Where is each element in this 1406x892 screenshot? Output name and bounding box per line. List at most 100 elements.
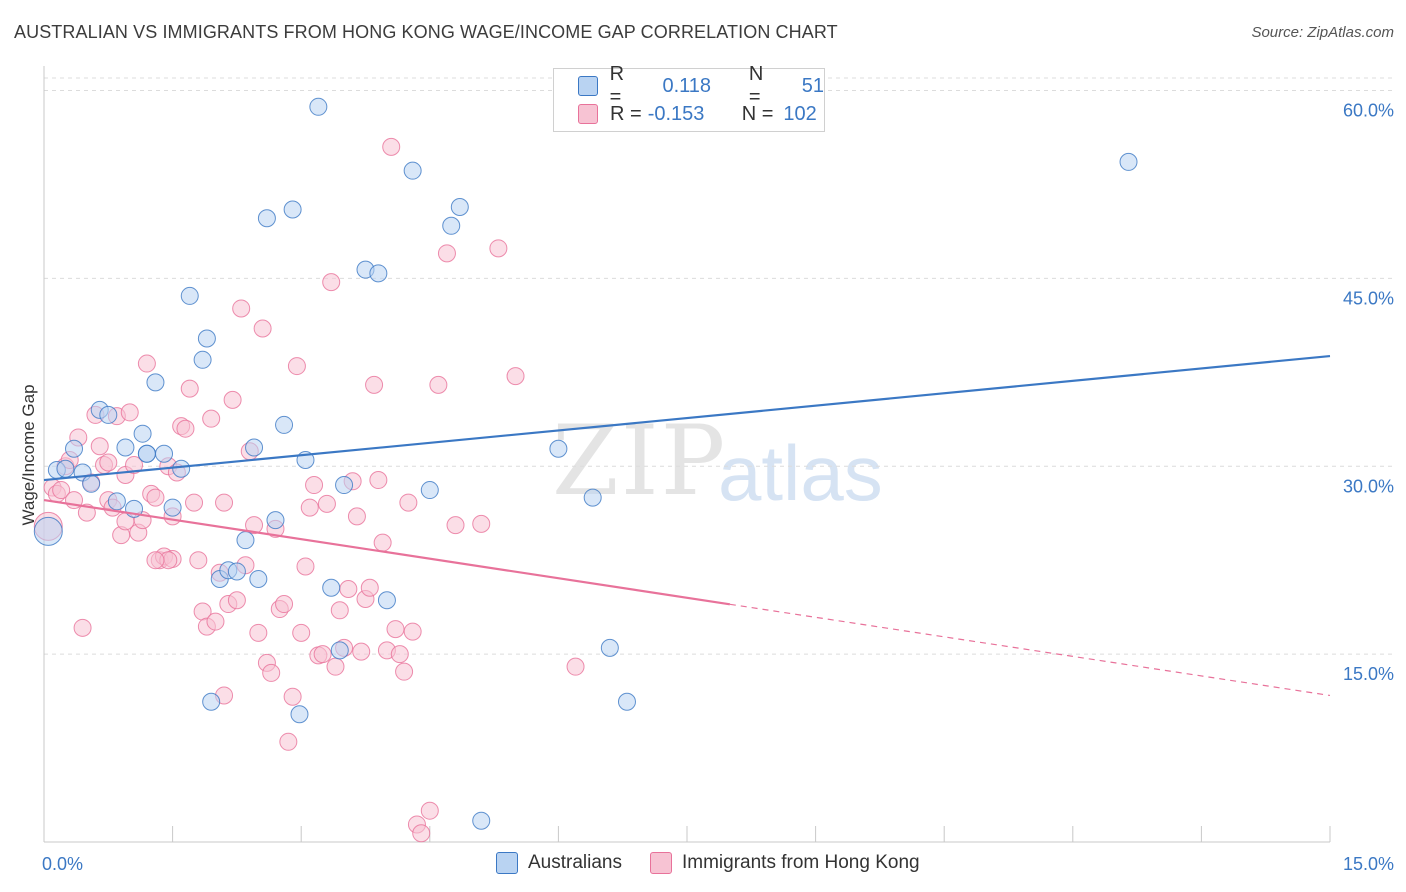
legend-r-value: -0.153 [647,102,705,125]
data-point [249,569,268,588]
data-point [125,456,144,475]
data-point [442,216,461,235]
legend-swatch-blue [496,852,518,874]
data-point [489,239,508,258]
data-point [617,692,636,711]
data-point [215,493,234,512]
data-point [403,622,422,641]
data-point [193,350,212,369]
data-point [137,444,156,463]
data-point [202,692,221,711]
data-point [275,415,294,434]
data-point [266,511,285,530]
legend-swatch-pink [650,852,672,874]
legend-item-hong-kong[interactable]: Immigrants from Hong Kong [650,852,920,874]
data-point [107,492,126,511]
data-point [322,273,341,292]
chart-title: AUSTRALIAN VS IMMIGRANTS FROM HONG KONG … [14,22,838,42]
data-point [1119,152,1138,171]
data-point [146,488,165,507]
data-point [65,439,84,458]
y-tick-label: 60.0% [1343,101,1394,121]
data-point [279,732,298,751]
legend-row-australians: R = 0.118 N = 51 [578,63,824,108]
data-point [262,663,281,682]
data-point [232,299,251,318]
data-point [412,824,431,843]
data-point [347,507,366,526]
y-tick-label: 15.0% [1343,664,1394,684]
data-point [249,623,268,642]
data-point [420,481,439,500]
legend-r-value: 0.118 [662,74,712,97]
data-point [326,657,345,676]
trend-line [43,354,1331,482]
data-point [163,498,182,517]
data-point [137,354,156,373]
data-point [313,645,332,664]
data-point [275,595,294,614]
trend-line-dashed [729,603,1331,697]
legend-n-label: N = [741,102,774,125]
data-point [292,623,311,642]
data-point [116,438,135,457]
data-point [146,551,165,570]
x-tick-label: 0.0% [42,854,83,874]
watermark-atlas: atlas [718,429,883,517]
source-label: Source: ZipAtlas.com [1251,24,1394,41]
legend-label-hong-kong: Immigrants from Hong Kong [682,852,920,873]
data-point [52,481,71,500]
data-point [257,209,276,228]
data-point [197,329,216,348]
data-point [56,459,75,478]
trend-lines [43,354,1331,697]
data-point [283,687,302,706]
data-point [506,367,525,386]
legend-r-label: R = [610,102,642,125]
data-point [189,551,208,570]
legend-n-label: N = [748,63,764,108]
y-tick-label: 45.0% [1343,288,1394,308]
data-point [283,200,302,219]
data-point [339,580,358,599]
data-point [206,612,225,631]
legend-label-australians: Australians [528,852,622,873]
y-tick-label: 30.0% [1343,476,1394,496]
legend-row-hong-kong: R = -0.153 N = 102 [578,101,817,127]
data-point [360,578,379,597]
data-point [290,705,309,724]
data-point [180,379,199,398]
data-point [403,161,422,180]
data-point [377,591,396,610]
data-point [155,444,174,463]
data-point [300,498,319,517]
legend-n-value: 102 [783,102,817,125]
data-point [437,244,456,263]
axes [43,66,1331,843]
data-point [227,562,246,581]
data-point [185,493,204,512]
data-point [202,409,221,428]
stats-legend: R = 0.118 N = 51 R = -0.153 N = 102 [553,63,825,132]
legend-item-australians[interactable]: Australians [496,852,622,874]
data-point [236,531,255,550]
data-point [330,641,349,660]
data-point [120,403,139,422]
data-point [335,476,354,495]
data-point [172,459,191,478]
data-point [566,657,585,676]
data-point [583,488,602,507]
data-point [296,557,315,576]
data-point [369,264,388,283]
tick-labels: 15.0% 30.0% 45.0% 60.0% 0.0% 15.0% [42,101,1394,874]
data-point [82,474,101,493]
data-point [420,801,439,820]
series-australians [33,97,1138,830]
data-point [472,514,491,533]
data-point [305,476,324,495]
data-point [317,494,336,513]
data-point [223,390,242,409]
data-point [600,638,619,657]
data-point [399,493,418,512]
